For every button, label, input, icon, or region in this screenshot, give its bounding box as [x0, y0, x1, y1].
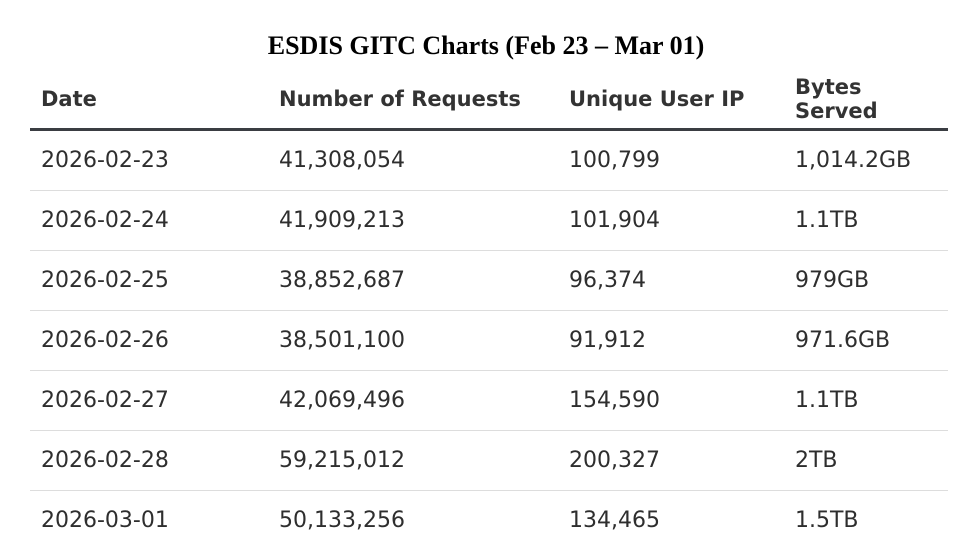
cell-requests: 38,852,687: [279, 251, 569, 311]
cell-bytes-served: 1.1TB: [795, 371, 948, 431]
cell-unique-ip: 100,799: [569, 130, 795, 191]
cell-unique-ip: 200,327: [569, 431, 795, 491]
cell-bytes-served: 1.1TB: [795, 191, 948, 251]
cell-bytes-served: 1,014.2GB: [795, 130, 948, 191]
cell-unique-ip: 91,912: [569, 311, 795, 371]
cell-date: 2026-02-28: [30, 431, 279, 491]
column-header-bytes-served: Bytes Served: [795, 70, 948, 130]
chart-title: ESDIS GITC Charts (Feb 23 – Mar 01): [0, 28, 972, 64]
cell-bytes-served: 979GB: [795, 251, 948, 311]
column-header-date: Date: [30, 70, 279, 130]
cell-unique-ip: 154,590: [569, 371, 795, 431]
cell-date: 2026-02-24: [30, 191, 279, 251]
cell-requests: 59,215,012: [279, 431, 569, 491]
cell-unique-ip: 134,465: [569, 491, 795, 550]
column-header-unique-ip: Unique User IP: [569, 70, 795, 130]
cell-bytes-served: 2TB: [795, 431, 948, 491]
cell-requests: 41,909,213: [279, 191, 569, 251]
cell-date: 2026-02-25: [30, 251, 279, 311]
cell-unique-ip: 96,374: [569, 251, 795, 311]
cell-requests: 42,069,496: [279, 371, 569, 431]
cell-unique-ip: 101,904: [569, 191, 795, 251]
cell-date: 2026-03-01: [30, 491, 279, 550]
cell-date: 2026-02-27: [30, 371, 279, 431]
cell-requests: 38,501,100: [279, 311, 569, 371]
cell-date: 2026-02-23: [30, 130, 279, 191]
cell-requests: 50,133,256: [279, 491, 569, 550]
cell-bytes-served: 1.5TB: [795, 491, 948, 550]
column-header-requests: Number of Requests: [279, 70, 569, 130]
cell-requests: 41,308,054: [279, 130, 569, 191]
cell-bytes-served: 971.6GB: [795, 311, 948, 371]
cell-date: 2026-02-26: [30, 311, 279, 371]
